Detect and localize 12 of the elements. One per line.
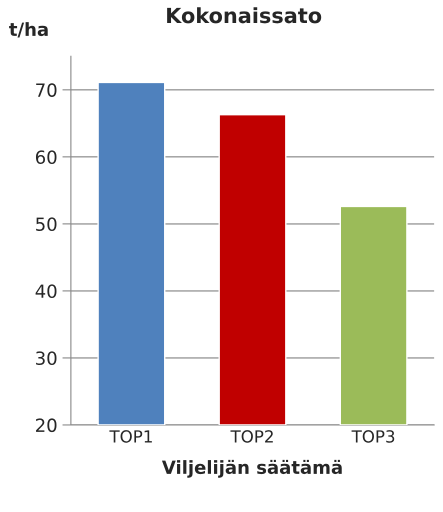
y-tick-label: 20 [36, 418, 56, 432]
y-tick-label: 70 [36, 83, 56, 97]
x-axis-title: Viljelijän säätämä [162, 460, 342, 478]
x-tick-label: TOP2 [230, 430, 273, 443]
x-tick-label: TOP1 [109, 430, 152, 443]
y-tick-label: 60 [36, 150, 56, 164]
y-tick-label: 30 [36, 351, 56, 366]
x-tick-label: TOP3 [352, 430, 394, 443]
y-tick-label: 40 [36, 284, 56, 298]
chart-title: Kokonaissato [167, 7, 322, 24]
y-axis-title: t/ha [9, 22, 48, 38]
y-tick-label: 50 [36, 217, 56, 231]
